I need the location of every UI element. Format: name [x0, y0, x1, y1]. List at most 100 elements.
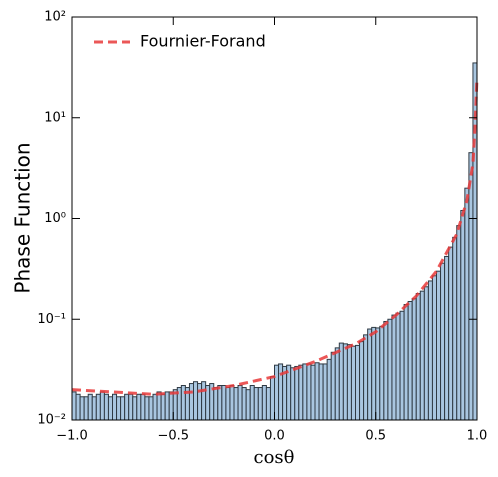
bar [124, 393, 130, 421]
x-tick-label: 1.0 [467, 429, 488, 444]
bar [261, 385, 267, 421]
bar [391, 314, 397, 421]
bar [213, 387, 219, 421]
bar [427, 280, 433, 421]
x-tick-label: −1.0 [56, 429, 88, 444]
bar [419, 290, 425, 421]
bar [156, 391, 162, 421]
bar [399, 310, 405, 421]
bar [359, 341, 365, 421]
bar [136, 393, 142, 421]
bar [217, 385, 223, 421]
y-tick-label: 10² [44, 10, 66, 25]
bar [164, 391, 170, 421]
bar [237, 385, 243, 421]
bar [99, 391, 105, 421]
bar [411, 298, 417, 421]
bar [415, 293, 421, 421]
bar [379, 325, 385, 421]
bar [180, 385, 186, 421]
x-tick-label: 0.5 [365, 429, 386, 444]
bar [468, 152, 474, 421]
bar [290, 367, 296, 421]
bar [355, 344, 361, 421]
y-tick-label: 10⁻² [37, 413, 66, 428]
bar [160, 393, 166, 421]
bar [112, 393, 118, 421]
bar [322, 363, 328, 421]
bar [387, 318, 393, 421]
bar [395, 312, 401, 421]
bar [363, 334, 369, 421]
line [71, 77, 479, 396]
bar [436, 270, 442, 421]
bar [440, 262, 446, 421]
bar [464, 187, 470, 421]
bar [375, 327, 381, 421]
x-tick-label: −0.5 [157, 429, 189, 444]
bar [452, 236, 458, 421]
bar [103, 393, 109, 421]
bar [245, 389, 251, 421]
bar [269, 376, 276, 421]
bar [306, 363, 312, 421]
bar [132, 396, 138, 421]
bar [342, 343, 348, 421]
y-tick-label: 10⁰ [44, 211, 66, 226]
bar [314, 362, 320, 421]
bar [120, 396, 126, 421]
bar [241, 387, 247, 421]
bar [87, 393, 93, 421]
x-tick-label: 0.0 [264, 429, 285, 444]
bar [431, 275, 438, 421]
bar [298, 364, 304, 421]
bar [95, 393, 101, 421]
bar [229, 385, 235, 421]
bar [367, 328, 373, 421]
bar [448, 246, 454, 421]
bar [302, 363, 308, 421]
y-tick-label: 10¹ [44, 110, 66, 125]
legend-label: Fournier-Forand [140, 32, 266, 51]
bar [221, 385, 227, 421]
bar [253, 387, 259, 421]
bar [233, 387, 239, 421]
bar [294, 365, 300, 421]
bar [144, 396, 150, 421]
bar [318, 363, 324, 421]
bar [168, 391, 174, 421]
bar [330, 351, 336, 421]
bar [257, 387, 263, 421]
x-axis-label: cosθ [254, 447, 295, 468]
y-tick-label: 10⁻¹ [37, 312, 66, 327]
bar [225, 387, 231, 421]
bar [197, 383, 203, 421]
bar [350, 345, 357, 421]
bar [148, 396, 154, 421]
y-axis-label: Phase Function [11, 142, 35, 293]
bar [338, 342, 344, 421]
bar [403, 304, 409, 421]
bar [249, 385, 255, 421]
bar [75, 393, 81, 421]
bar [407, 301, 413, 421]
bar [152, 393, 158, 421]
bar [371, 326, 377, 421]
bar [460, 210, 466, 421]
bar [326, 358, 332, 421]
bar [201, 381, 207, 421]
bar [140, 393, 146, 421]
bar [334, 347, 340, 421]
bar [346, 344, 352, 421]
bar [107, 396, 113, 421]
bar [444, 255, 450, 421]
bar [310, 364, 316, 421]
bar [83, 396, 89, 421]
bar [423, 286, 429, 421]
bar [265, 387, 271, 421]
bar [456, 225, 462, 421]
bar [193, 381, 199, 421]
bar [383, 320, 389, 421]
